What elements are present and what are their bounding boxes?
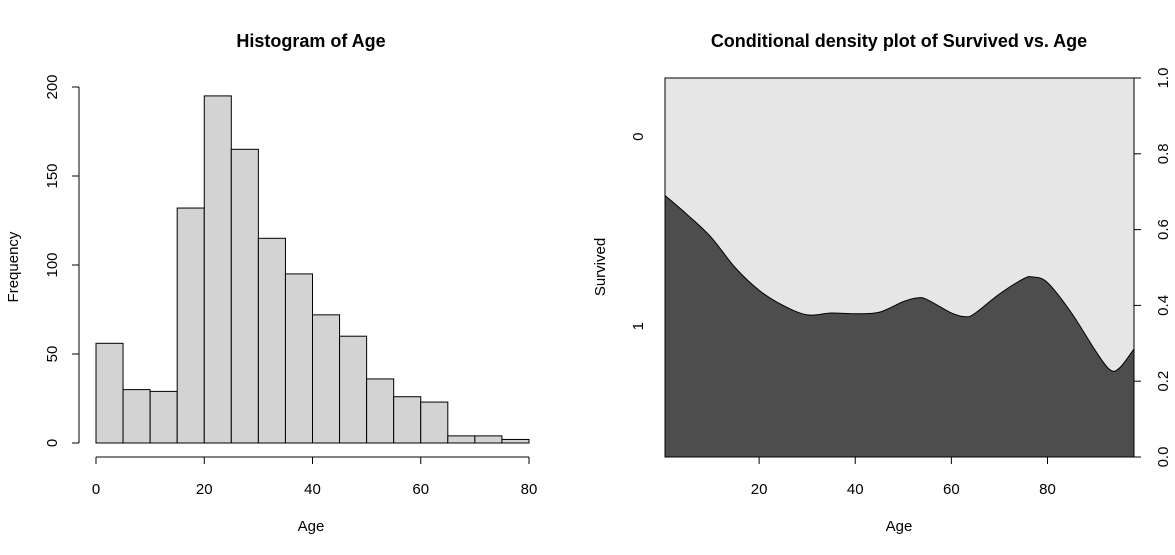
cdplot-category-label: 1 — [630, 322, 647, 330]
histogram-bar — [447, 435, 476, 444]
cdplot-right-tick-label: 1.0 — [1155, 68, 1172, 89]
cdplot-x-label: Age — [886, 518, 913, 535]
cdplot-x-tick-label: 40 — [847, 481, 864, 498]
cdplot-right-tick-label: 0.6 — [1155, 219, 1172, 240]
histogram-bar — [176, 207, 205, 444]
histogram-bar — [95, 342, 124, 444]
cdplot-category-label: 0 — [630, 133, 647, 141]
cdplot-panel: Conditional density plot of Survived vs.… — [592, 31, 1172, 535]
histogram-bar — [339, 335, 368, 444]
cdplot-x-tick-label: 80 — [1039, 481, 1056, 498]
histogram-bar — [366, 378, 395, 444]
cdplot-y-label: Survived — [592, 238, 609, 296]
histogram-y-tick-label: 200 — [44, 74, 61, 99]
histogram-y-label: Frequency — [5, 231, 22, 302]
cdplot-title: Conditional density plot of Survived vs.… — [711, 31, 1087, 51]
histogram-bar — [122, 389, 151, 444]
histogram-panel: Histogram of Age 0 20 40 60 80 050100150200 … — [5, 31, 537, 535]
histogram-y-tick-label: 100 — [44, 252, 61, 277]
histogram-x-tick-label: 80 — [521, 481, 538, 498]
histogram-bar — [312, 314, 341, 444]
histogram-y-tick-label: 150 — [44, 163, 61, 188]
histogram-bar — [149, 390, 178, 444]
histogram-y-tick-label: 0 — [44, 439, 61, 447]
cdplot-right-tick-label: 0.2 — [1155, 371, 1172, 392]
histogram-bar — [230, 148, 259, 444]
cdplot-area-survived-1 — [664, 194, 1135, 458]
histogram-bar — [393, 396, 422, 444]
histogram-bar — [257, 237, 286, 444]
histogram-x-tick-label: 60 — [412, 481, 429, 498]
histogram-bars — [95, 95, 530, 444]
histogram-bar — [203, 95, 232, 444]
histogram-y-tick-label: 50 — [44, 346, 61, 363]
histogram-x-tick-label: 20 — [196, 481, 213, 498]
cdplot-left-axis: 01 — [630, 133, 647, 331]
histogram-y-axis: 0 50 100 150 200 — [44, 74, 80, 447]
histogram-x-axis: 0 20 40 60 80 — [92, 456, 538, 498]
histogram-bar — [501, 438, 530, 444]
histogram-x-tick-label: 0 — [92, 481, 100, 498]
histogram-title: Histogram of Age — [236, 31, 385, 51]
histogram-bar — [284, 273, 313, 444]
histogram-bar — [420, 401, 449, 444]
cdplot-right-tick-label: 0.8 — [1155, 143, 1172, 164]
cdplot-frame — [664, 77, 1135, 458]
cdplot-right-tick-label: 0.0 — [1155, 447, 1172, 468]
histogram-x-tick-label: 40 — [304, 481, 321, 498]
cdplot-right-tick-label: 0.4 — [1155, 295, 1172, 316]
cdplot-x-tick-label: 20 — [751, 481, 768, 498]
histogram-bar — [474, 435, 503, 444]
histogram-x-label: Age — [298, 518, 325, 535]
cdplot-x-tick-label: 60 — [943, 481, 960, 498]
cdplot-right-axis: 0.0 0.2 0.4 0.6 0.8 1.0 — [1134, 68, 1172, 468]
cdplot-x-axis: 20 40 60 80 — [751, 457, 1056, 498]
